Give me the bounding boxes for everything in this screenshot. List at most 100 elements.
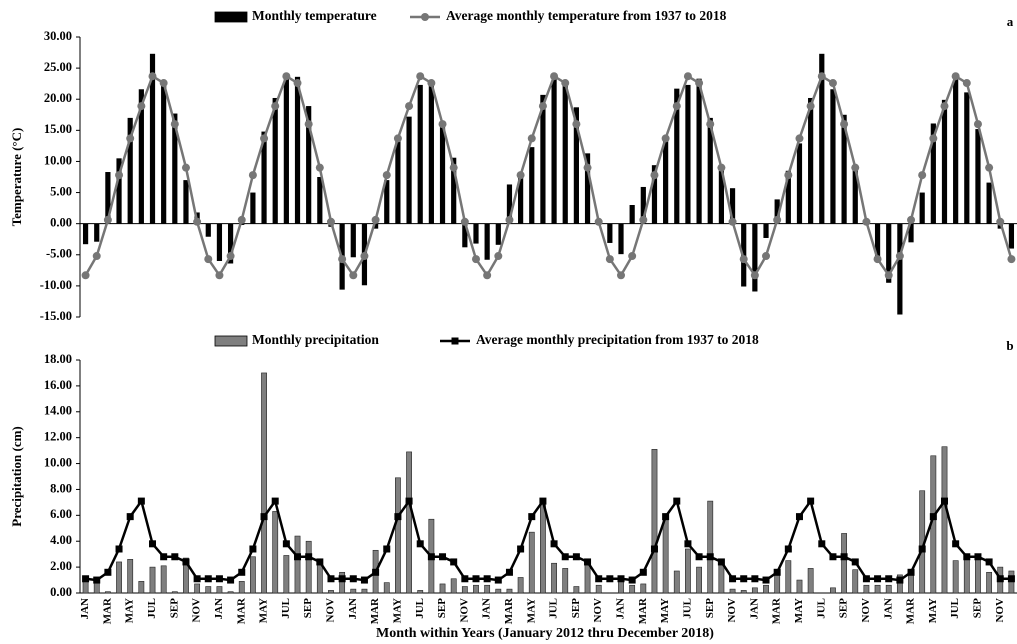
line-marker	[148, 72, 157, 81]
line-marker	[394, 513, 402, 521]
bar	[450, 578, 457, 594]
bar	[94, 223, 100, 242]
bar	[595, 584, 602, 594]
line-marker	[929, 134, 938, 143]
bar	[451, 157, 457, 224]
line-marker	[405, 102, 414, 111]
line-marker	[940, 102, 949, 111]
y-tick-label: 25.00	[44, 60, 72, 74]
line-marker	[326, 217, 335, 226]
line-marker	[416, 72, 425, 81]
bar	[718, 564, 725, 594]
line-marker	[104, 568, 112, 576]
bar	[551, 77, 557, 224]
line-marker	[483, 575, 491, 583]
line-marker	[806, 102, 815, 111]
bar	[562, 83, 568, 224]
line-marker	[684, 540, 692, 548]
x-tick-label: MAY	[927, 598, 939, 623]
bar	[250, 192, 256, 224]
bar	[975, 556, 981, 594]
bar	[874, 223, 881, 258]
line-marker	[126, 134, 135, 143]
line	[84, 74, 1013, 278]
line-marker	[204, 255, 213, 264]
line-marker	[293, 79, 302, 88]
y-tick-label: 12.00	[44, 430, 72, 444]
bar	[774, 574, 781, 594]
x-tick-label: NOV	[458, 598, 470, 623]
line-marker	[427, 79, 436, 88]
bar	[216, 586, 223, 594]
line-marker	[93, 576, 101, 584]
bar	[751, 587, 758, 594]
panel-label: a	[1007, 14, 1014, 29]
bar	[484, 223, 490, 260]
line-marker	[962, 79, 971, 88]
line-marker	[862, 575, 870, 583]
bar	[885, 584, 892, 594]
line-marker	[516, 171, 525, 180]
line-marker	[115, 171, 124, 180]
line-marker	[405, 497, 413, 505]
bar	[740, 590, 747, 594]
bar	[227, 591, 234, 594]
line-marker	[974, 553, 982, 561]
line-marker	[773, 568, 781, 576]
line-marker	[204, 575, 212, 583]
bar	[350, 223, 356, 258]
bar	[261, 131, 267, 224]
line-marker	[918, 171, 927, 180]
line-marker	[662, 513, 670, 521]
line-marker	[82, 575, 90, 583]
line-marker	[996, 575, 1004, 583]
x-tick-label: SEP	[436, 598, 448, 618]
bar	[205, 586, 212, 594]
bar	[841, 114, 847, 224]
y-tick-label: 0.00	[50, 585, 72, 599]
line-marker	[851, 163, 860, 172]
legend-swatch	[214, 335, 248, 347]
x-tick-label: MAY	[391, 598, 403, 623]
line-marker	[494, 252, 503, 261]
bar	[127, 117, 133, 224]
x-tick-label: JAN	[882, 598, 894, 619]
line-marker	[740, 575, 748, 583]
x-tick-label: JAN	[481, 598, 493, 619]
bar	[294, 535, 301, 594]
line-marker	[985, 163, 994, 172]
bar	[986, 571, 993, 594]
bar	[964, 92, 970, 224]
bar	[975, 129, 981, 224]
line-marker	[617, 271, 626, 280]
bar	[517, 577, 524, 594]
line-marker	[360, 576, 368, 584]
line-marker	[706, 120, 715, 129]
line-marker	[673, 497, 681, 505]
line-marker	[594, 217, 603, 226]
bar	[573, 107, 579, 224]
bar	[896, 574, 903, 594]
line-marker	[451, 337, 459, 345]
bar	[116, 158, 122, 224]
x-tick-label: SEP	[838, 598, 850, 618]
line-marker	[572, 553, 580, 561]
line-marker	[159, 79, 168, 88]
line-marker	[929, 513, 937, 521]
bar	[763, 223, 769, 238]
y-tick-label: 0.00	[50, 216, 72, 230]
x-tick-label: MAR	[771, 597, 783, 624]
line-marker	[115, 545, 123, 553]
bar	[160, 565, 167, 594]
line-marker	[461, 575, 469, 583]
line-marker	[472, 575, 480, 583]
line-marker	[750, 271, 759, 280]
line-marker	[304, 120, 313, 129]
bar	[997, 223, 1003, 229]
y-tick-label: 20.00	[44, 91, 72, 105]
bar	[763, 584, 769, 594]
line-marker	[249, 545, 257, 553]
bar	[573, 586, 580, 594]
x-tick-label: MAR	[101, 597, 113, 624]
line-marker	[683, 72, 692, 81]
